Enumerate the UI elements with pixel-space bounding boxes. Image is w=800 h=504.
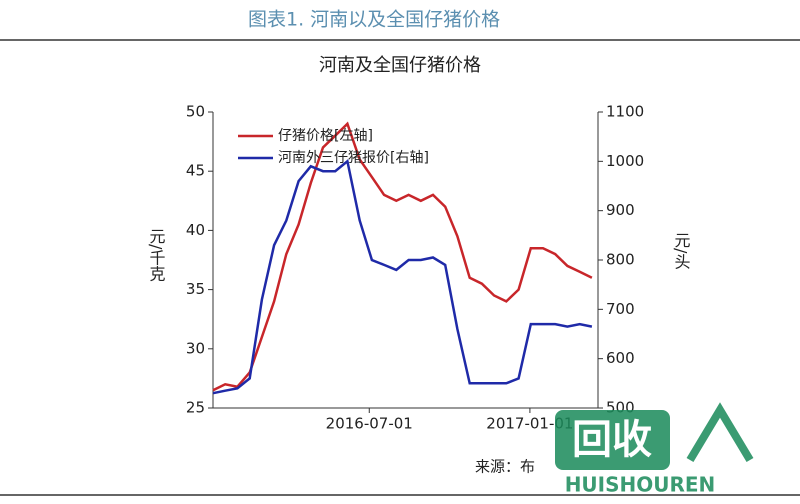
x-tick-label: 2016-07-01	[326, 415, 413, 433]
y-tick-label: 35	[186, 280, 205, 298]
chart-title: 河南及全国仔猪价格	[319, 55, 481, 76]
y-tick-label: 50	[186, 103, 205, 121]
y2-tick-label: 700	[606, 300, 635, 318]
legend-label: 河南外三仔猪报价[右轴]	[278, 150, 429, 166]
x-tick-label: 2017-01-01	[486, 415, 573, 433]
legend-label: 仔猪价格[左轴]	[278, 128, 373, 144]
watermark-brand: HUISHOUREN	[565, 473, 716, 497]
y-axis-label: 元/千克	[147, 228, 166, 282]
series-line	[212, 121, 593, 392]
y-tick-label: 45	[186, 162, 205, 180]
y-tick-label: 25	[186, 399, 205, 417]
source: 来源：布	[475, 458, 535, 476]
y2-tick-label: 800	[606, 251, 635, 269]
y2-tick-label: 900	[606, 201, 635, 219]
y2-tick-label: 1000	[606, 152, 644, 170]
watermark: 回收 HUISHOUREN	[555, 402, 754, 497]
watermark-logo: 回收	[572, 417, 652, 463]
page-title: 图表1. 河南以及全国仔猪价格	[248, 9, 500, 31]
y-tick-label: 40	[186, 221, 205, 239]
series-line	[212, 159, 593, 395]
y2-axis-label: 元/头	[672, 232, 691, 269]
watermark-icon	[686, 402, 754, 463]
y2-tick-label: 600	[606, 349, 635, 367]
y2-tick-label: 1100	[606, 103, 644, 121]
y-tick-label: 30	[186, 339, 205, 357]
watermark-box	[555, 410, 670, 470]
